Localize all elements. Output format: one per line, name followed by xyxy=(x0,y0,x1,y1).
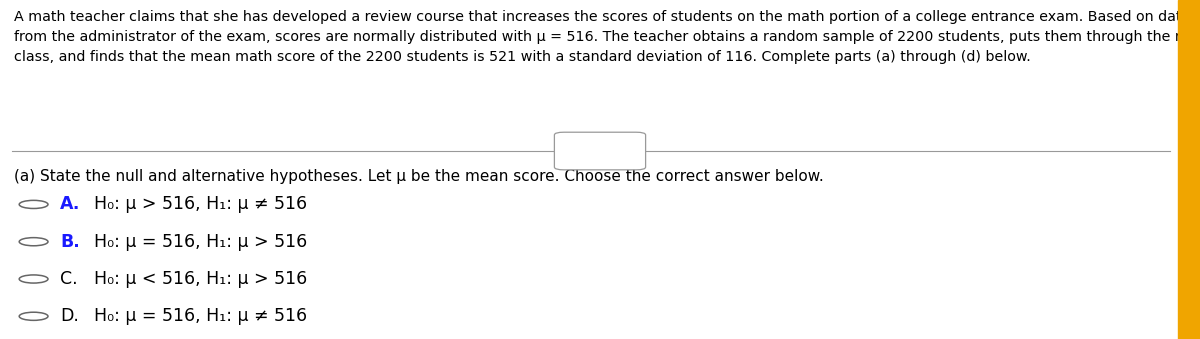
Text: (a) State the null and alternative hypotheses. Let μ be the mean score. Choose t: (a) State the null and alternative hypot… xyxy=(14,170,824,184)
Text: C.: C. xyxy=(60,270,78,288)
Text: H₀: μ > 516, H₁: μ ≠ 516: H₀: μ > 516, H₁: μ ≠ 516 xyxy=(94,195,307,214)
Text: B.: B. xyxy=(60,233,79,251)
Text: A.: A. xyxy=(60,195,80,214)
Text: ...: ... xyxy=(594,146,606,156)
Text: H₀: μ = 516, H₁: μ ≠ 516: H₀: μ = 516, H₁: μ ≠ 516 xyxy=(94,307,307,325)
Text: H₀: μ < 516, H₁: μ > 516: H₀: μ < 516, H₁: μ > 516 xyxy=(94,270,307,288)
Text: D.: D. xyxy=(60,307,79,325)
Text: H₀: μ = 516, H₁: μ > 516: H₀: μ = 516, H₁: μ > 516 xyxy=(94,233,307,251)
Text: A math teacher claims that she has developed a review course that increases the : A math teacher claims that she has devel… xyxy=(14,10,1200,64)
